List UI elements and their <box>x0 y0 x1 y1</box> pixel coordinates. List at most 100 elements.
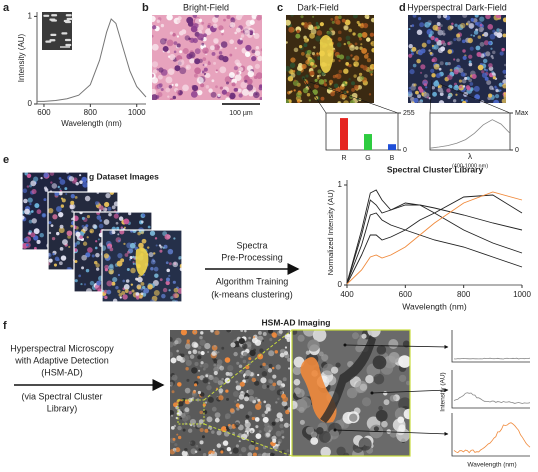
image-texture <box>180 330 188 336</box>
image-texture <box>484 76 489 81</box>
image-texture <box>318 351 324 357</box>
image-texture <box>74 225 77 229</box>
image-texture <box>351 81 355 86</box>
image-texture <box>280 430 285 434</box>
image-texture <box>189 440 196 447</box>
image-texture <box>104 295 108 300</box>
image-texture <box>433 63 440 70</box>
image-texture <box>184 407 190 413</box>
image-texture <box>138 242 144 249</box>
image-texture <box>439 92 444 97</box>
image-texture <box>259 97 262 100</box>
dark-vessel <box>320 335 376 423</box>
spectrum-line <box>37 18 147 102</box>
image-texture <box>59 224 64 229</box>
image-texture <box>272 382 277 387</box>
image-texture <box>232 390 239 397</box>
image-texture <box>487 24 494 30</box>
image-texture <box>211 430 215 434</box>
image-texture <box>225 97 231 100</box>
image-texture <box>378 405 383 411</box>
image-texture <box>232 447 239 454</box>
image-texture <box>244 431 248 435</box>
image-texture <box>251 416 255 421</box>
image-texture <box>444 61 449 66</box>
y-tick-label: 1 <box>28 11 33 20</box>
image-texture <box>173 237 176 240</box>
image-texture <box>361 333 367 339</box>
image-texture <box>226 446 232 452</box>
image-texture <box>329 27 333 31</box>
image-texture <box>23 237 29 243</box>
image-texture <box>204 63 208 67</box>
image-texture <box>48 258 53 263</box>
image-texture <box>210 330 214 333</box>
bright-vessel <box>320 35 334 74</box>
image-texture <box>220 450 224 454</box>
micrograph <box>170 330 290 456</box>
image-texture <box>272 374 277 379</box>
image-texture <box>330 17 334 21</box>
image-texture <box>74 215 79 222</box>
image-texture <box>245 427 251 433</box>
image-texture <box>170 379 176 386</box>
image-texture <box>245 369 252 377</box>
image-texture <box>68 176 75 182</box>
image-texture <box>330 91 335 97</box>
image-texture <box>272 366 275 370</box>
image-texture <box>456 36 462 42</box>
image-texture <box>360 43 363 46</box>
image-texture <box>153 266 159 272</box>
image-texture <box>472 34 476 37</box>
image-texture <box>481 70 485 74</box>
image-texture <box>30 210 34 213</box>
image-texture <box>408 43 413 49</box>
image-texture <box>234 47 237 50</box>
image-texture <box>454 23 458 27</box>
image-texture <box>453 58 456 61</box>
image-texture <box>71 210 74 213</box>
image-texture <box>235 403 241 408</box>
image-texture <box>214 417 220 423</box>
image-texture <box>79 174 82 177</box>
image-texture <box>55 206 62 212</box>
image-texture <box>225 389 229 393</box>
image-texture <box>167 55 171 58</box>
image-texture <box>295 33 301 39</box>
image-texture <box>240 446 247 453</box>
image-texture <box>99 219 103 222</box>
image-texture <box>420 64 426 70</box>
x-tick-label: 400 <box>340 290 354 299</box>
image-texture <box>189 354 195 359</box>
image-texture <box>361 47 368 54</box>
image-texture <box>165 261 169 265</box>
image-texture <box>357 32 363 38</box>
image-texture <box>349 45 356 51</box>
image-texture <box>183 355 190 362</box>
image-texture <box>170 336 173 343</box>
nanorod <box>65 43 72 47</box>
image-texture <box>106 280 113 287</box>
image-texture <box>417 100 423 103</box>
image-texture <box>343 100 349 103</box>
image-texture <box>267 368 273 373</box>
image-texture <box>366 58 371 63</box>
image-texture <box>502 69 506 74</box>
image-texture <box>479 16 485 22</box>
image-texture <box>123 284 130 290</box>
image-texture <box>147 284 153 290</box>
image-texture <box>118 216 124 221</box>
image-texture <box>185 64 191 70</box>
image-texture <box>61 198 66 203</box>
axis <box>346 180 522 286</box>
image-texture <box>203 362 209 369</box>
image-texture <box>356 20 360 24</box>
image-texture <box>343 90 347 95</box>
image-texture <box>452 99 457 103</box>
image-texture <box>355 380 368 393</box>
image-texture <box>328 429 340 440</box>
image-texture <box>186 378 190 382</box>
image-texture <box>229 94 235 100</box>
y-tick-label: 0 <box>28 99 33 108</box>
image-texture <box>353 55 360 62</box>
